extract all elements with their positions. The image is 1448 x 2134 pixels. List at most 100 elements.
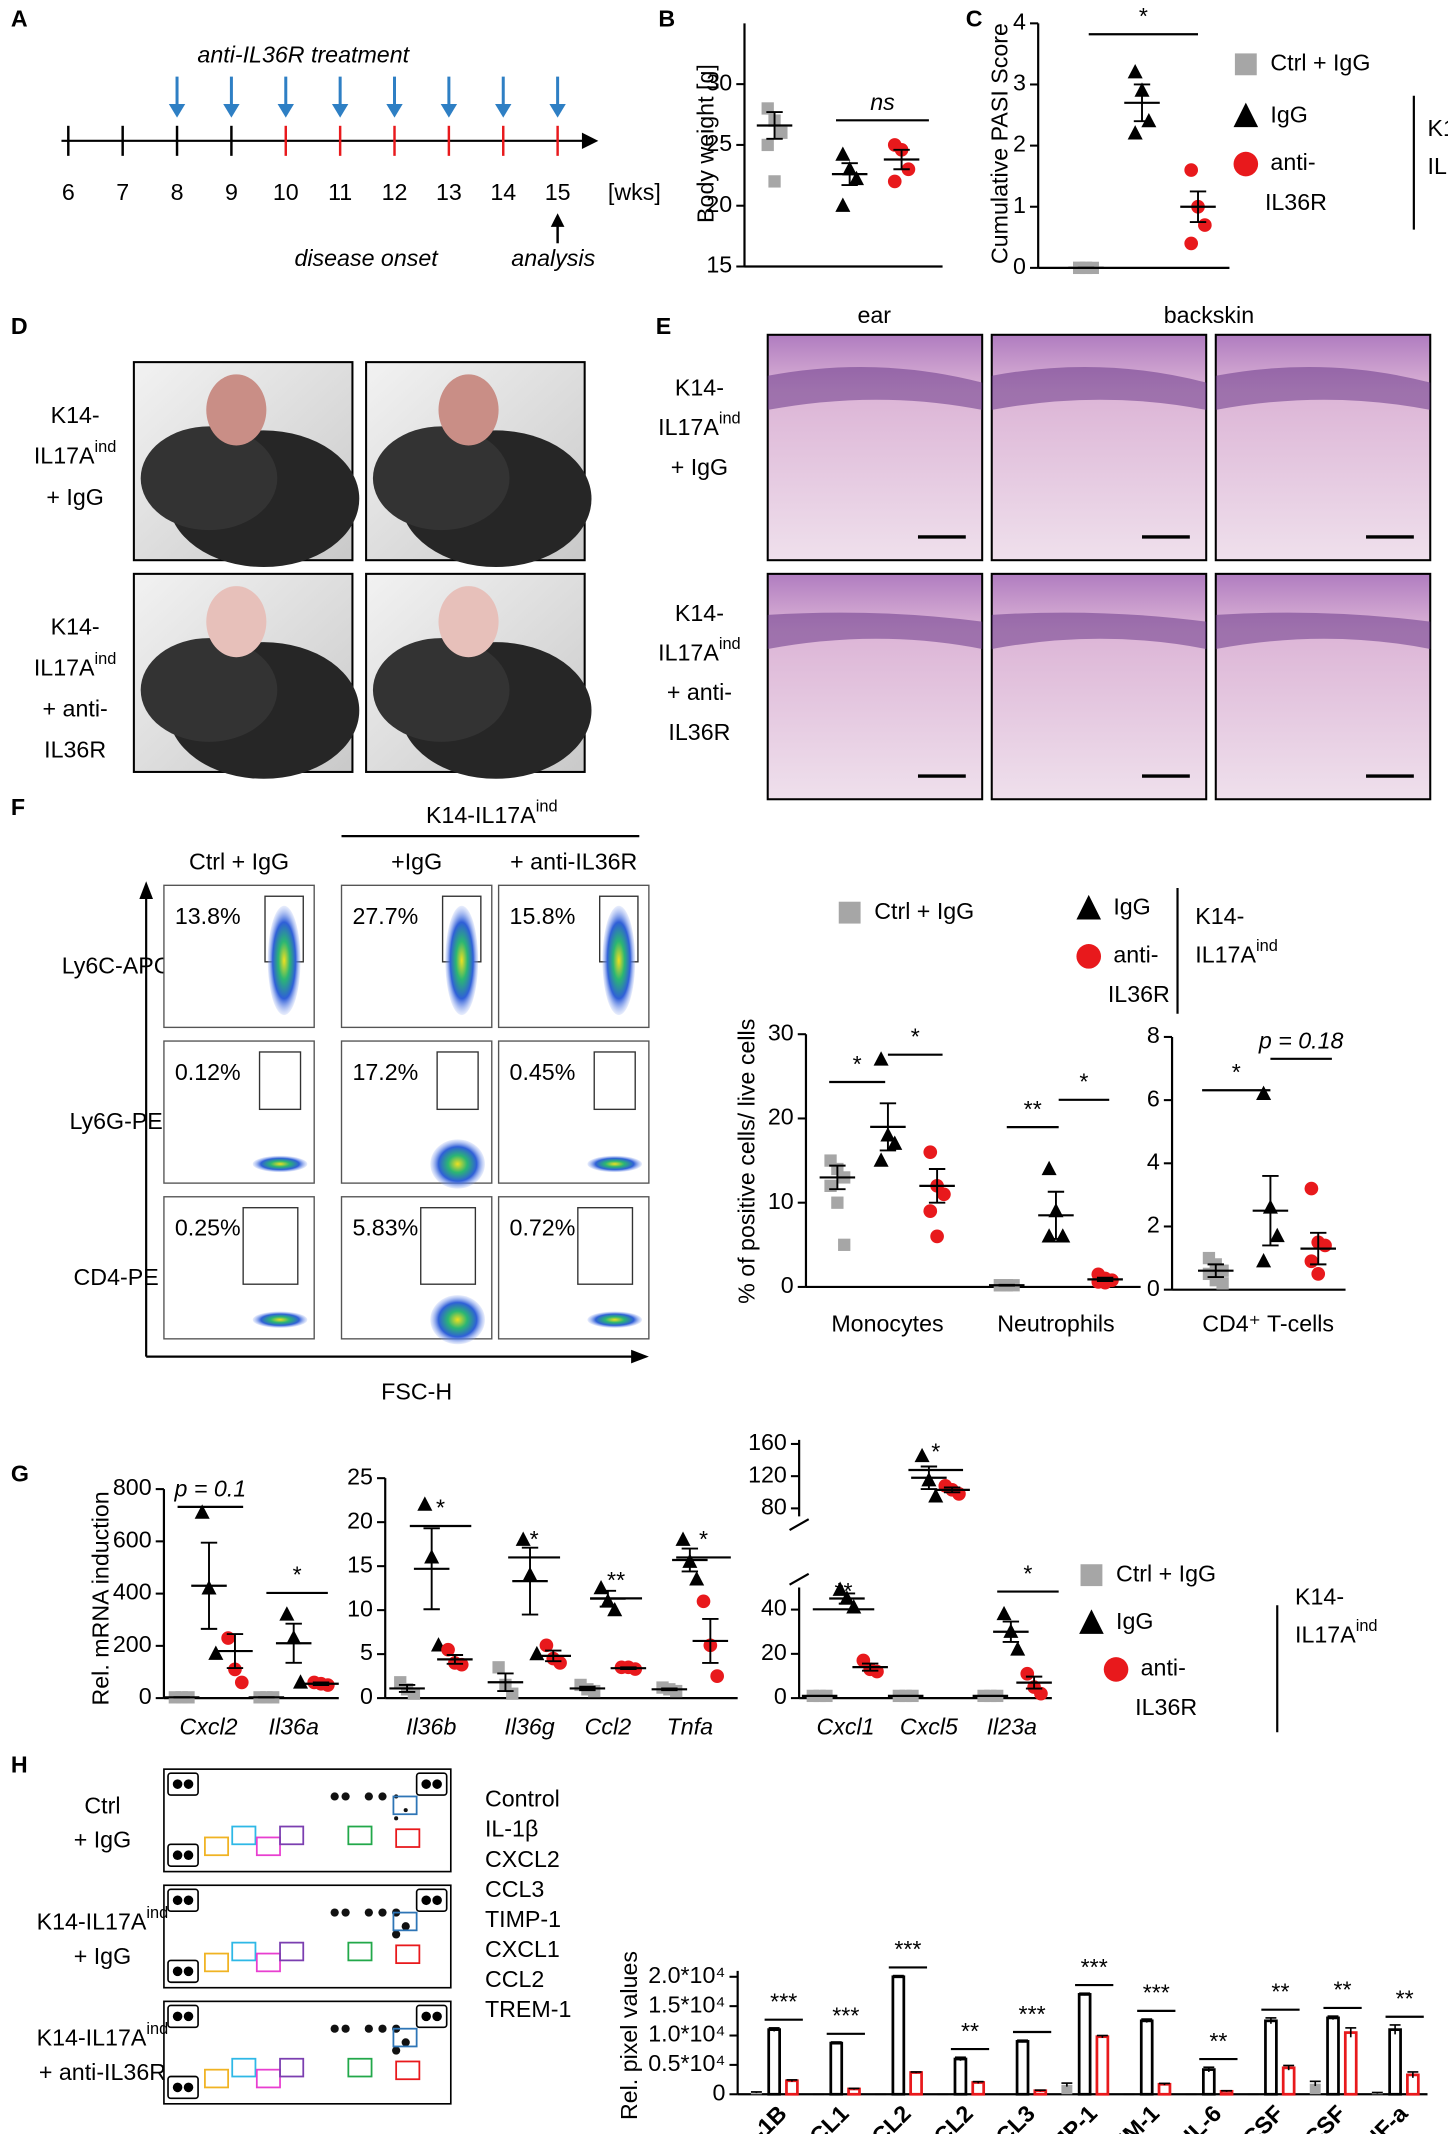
data-point [1269,1227,1285,1243]
x-tick-label: Cxcl5 [900,1713,958,1739]
spot [183,1779,194,1789]
treatment-arrowhead [549,103,566,118]
data-point [848,170,865,186]
y-tick-label: 120 [748,1461,787,1487]
x-tick-label: CD4⁺ T-cells [1202,1310,1334,1336]
row-label-sup: ind [719,410,741,428]
legend-label: IgG [1113,894,1150,920]
data-point [1311,1267,1326,1281]
panel-letter: E [656,313,671,339]
y-tick-label: 0 [712,2079,725,2105]
y-tick-label: 2 [1147,1212,1160,1238]
array-legend-label: TREM-1 [485,1996,571,2022]
timeline-arrowhead [581,132,599,150]
cytokine-box [395,1828,421,1848]
treatment-label: anti-IL36R treatment [197,41,410,67]
significance-label: * [530,1526,539,1552]
tissue-band [1215,367,1431,410]
y-tick-label: 0 [774,1683,787,1709]
data-point [768,175,781,188]
tissue-band [767,367,983,410]
week-label: 6 [62,179,75,205]
spot [421,1895,431,1906]
histology-image [766,572,984,801]
week-label: 11 [328,179,352,205]
y-tick-label: 1 [1013,192,1026,218]
data-point [1184,163,1199,177]
row-label: IL17Aind [658,410,741,440]
mouse-head [372,426,510,531]
array-legend-label: CXCL1 [485,1936,560,1962]
mouse-ear [438,586,499,658]
y-tick-label: 200 [113,1631,152,1657]
histology-image [990,572,1208,801]
y-tick-label: 10 [768,1188,794,1214]
x-tick-label: Monocytes [831,1310,943,1336]
row-label-main: K14-IL17A [37,1909,147,1935]
legend-marker [1079,1609,1104,1634]
row-label-main: K14-IL17A [37,2025,147,2051]
data-point [838,1238,851,1251]
y-tick-label: 400 [113,1579,152,1605]
bar [971,2081,986,2096]
spot [172,1895,183,1906]
y-tick-label: 0 [781,1272,794,1298]
bar [909,2071,923,2096]
event-cloud [252,1311,308,1328]
cytokine-box [395,1944,421,1965]
legend-marker [1233,151,1259,177]
bar [1388,2028,1402,2096]
significance-label: * [699,1526,708,1552]
panel-letter: G [11,1461,29,1487]
y-axis-label: Rel. mRNA induction [88,1491,114,1705]
data-point [1216,1277,1229,1290]
tissue-band [1215,612,1431,649]
legend-label: IL36R [1135,1694,1197,1720]
event-cloud [602,905,636,1016]
analysis-arrowhead [550,213,565,227]
week-unit: [wks] [608,179,661,205]
legend-label: Ctrl + IgG [874,898,974,924]
x-tick-label: Il36a [269,1713,319,1739]
spot [394,1816,399,1821]
row-label: + IgG [74,1827,131,1853]
reference-spot [415,2004,448,2029]
row-label: Ly6G-PE [69,1108,162,1134]
axis-break [789,1572,810,1586]
row-label-sup: ind [719,635,741,653]
cytokine-box [255,1952,281,1973]
data-point [923,1145,938,1159]
data-point [1041,1228,1057,1243]
event-cloud [267,905,301,1016]
data-point [710,1669,724,1683]
significance-label: *** [1081,1954,1108,1980]
histology-image [1214,572,1432,801]
significance-label: * [1023,1560,1032,1586]
y-tick-label: 10 [347,1595,373,1621]
spot [364,2024,373,2033]
data-point [607,1601,623,1617]
treatment-arrowhead [386,103,403,118]
y-tick-label: 1.5*10⁴ [648,1991,725,2017]
data-point [1256,1085,1272,1100]
significance-label: ** [1271,1978,1289,2004]
row-label: K14-IL17Aind [37,1904,169,1934]
row-label-main: IL17A [658,640,719,666]
spot [183,1850,194,1860]
spot [432,2011,442,2022]
y-tick-label: 30 [768,1019,794,1045]
data-point [234,1675,249,1690]
x-tick-label: Tnfa [667,1713,714,1739]
data-point [279,1606,295,1621]
column-label: Ctrl + IgG [189,849,289,875]
bar [785,2079,799,2096]
legend-label: Ctrl + IgG [1270,49,1370,75]
row-label: K14- [51,402,100,428]
treatment-arrowhead [223,103,240,118]
y-axis-label: Cumulative PASI Score [986,23,1012,264]
cytokine-box [392,1795,418,1816]
bar [891,1975,906,2096]
tissue-band [767,612,983,649]
significance-label: * [931,1439,940,1465]
event-cloud [587,1311,643,1328]
